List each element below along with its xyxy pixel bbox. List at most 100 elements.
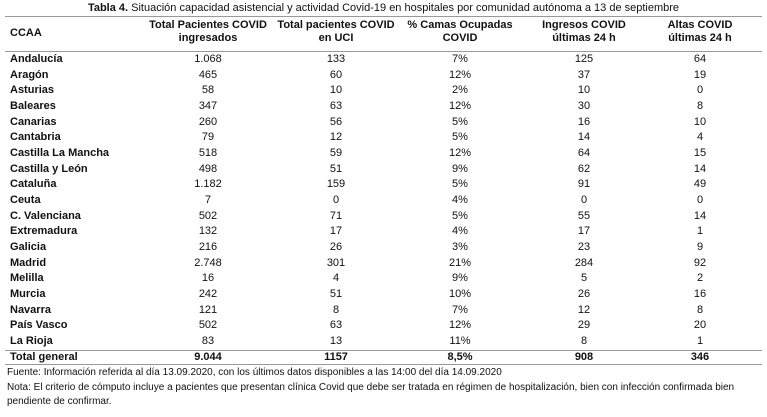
row-label: Cantabria <box>10 131 61 144</box>
cell: 0 <box>696 84 704 97</box>
cell: 133 <box>326 53 346 65</box>
cell: 19 <box>693 68 707 81</box>
cell: 17 <box>329 225 343 238</box>
column-header: Altas COVID <box>667 19 733 31</box>
cell: 1 <box>696 335 704 348</box>
cell: 12% <box>448 147 472 160</box>
cell: 2 <box>696 272 704 285</box>
cell: 2% <box>452 84 468 97</box>
row-label: Ceuta <box>10 194 41 207</box>
cell: 5% <box>452 178 468 191</box>
cell: 14 <box>693 209 707 222</box>
cell: 21% <box>448 256 472 269</box>
cell: 16 <box>693 288 707 301</box>
total-cell: 9.044 <box>194 351 222 363</box>
cell: 9% <box>452 272 468 285</box>
cell: 20 <box>693 319 707 332</box>
cell: 12 <box>577 303 591 316</box>
cell: 64 <box>693 53 707 65</box>
cell: 9% <box>452 162 468 175</box>
cell: 2.748 <box>194 256 222 269</box>
total-cell: 346 <box>690 351 710 363</box>
cell: 5% <box>452 115 468 128</box>
cell: 63 <box>329 319 343 332</box>
cell: 10 <box>329 84 343 97</box>
cell: 284 <box>574 256 594 269</box>
title-text: Situación capacidad asistencial y activi… <box>131 2 680 14</box>
cell: 498 <box>198 162 218 175</box>
cell: 4 <box>696 131 704 144</box>
cell: 10 <box>577 84 591 97</box>
cell: 14 <box>577 131 591 144</box>
total-cell: 908 <box>574 351 594 363</box>
cell: 12% <box>448 68 472 81</box>
cell: 11% <box>449 335 471 348</box>
cell: 26 <box>329 241 343 254</box>
cell: 1.182 <box>194 178 222 191</box>
cell: 49 <box>693 178 707 191</box>
cell: 63 <box>329 100 343 112</box>
row-label: Asturias <box>10 84 55 97</box>
column-header: Total Pacientes COVID <box>149 19 267 31</box>
total-label: Total general <box>10 351 78 363</box>
cell: 58 <box>201 84 215 97</box>
row-label: La Rioja <box>10 335 53 348</box>
cell: 51 <box>329 288 343 301</box>
cell: 9 <box>696 241 704 254</box>
cell: 4% <box>452 194 468 207</box>
cell: 125 <box>574 53 594 65</box>
cell: 16 <box>577 115 591 128</box>
row-label: Castilla La Mancha <box>10 147 110 160</box>
row-label: Extremadura <box>10 225 78 238</box>
cell: 55 <box>577 209 591 222</box>
cell: 5 <box>580 272 588 285</box>
column-header: Ingresos COVID <box>542 19 626 31</box>
cell: 5% <box>452 209 468 222</box>
row-label: Canarias <box>10 115 57 128</box>
row-label: Aragón <box>10 68 49 81</box>
cell: 242 <box>198 288 218 301</box>
cell: 5% <box>452 131 468 144</box>
rule <box>5 350 762 351</box>
cell: 15 <box>693 147 707 160</box>
cell: 3% <box>452 241 468 254</box>
column-header: CCAA <box>10 27 42 39</box>
cell: 92 <box>693 256 707 269</box>
cell: 121 <box>198 303 218 316</box>
row-label: Murcia <box>10 288 46 301</box>
cell: 465 <box>198 68 218 81</box>
cell: 17 <box>577 225 591 238</box>
cell: 4% <box>452 225 468 238</box>
cell: 7 <box>204 194 212 207</box>
cell: 0 <box>696 194 704 207</box>
cell: 56 <box>329 115 343 128</box>
cell: 12% <box>448 319 472 332</box>
cell: 16 <box>201 272 215 285</box>
cell: 30 <box>577 100 591 112</box>
cell: 29 <box>577 319 591 332</box>
cell: 37 <box>577 68 591 81</box>
cell: 502 <box>198 209 218 222</box>
cell: 502 <box>198 319 218 332</box>
row-label: C. Valenciana <box>10 209 81 222</box>
cell: 12% <box>448 100 472 112</box>
table-title: Tabla 4. Situación capacidad asistencial… <box>0 2 767 14</box>
cell: 0 <box>332 194 340 207</box>
cell: 59 <box>329 147 343 160</box>
row-label: Baleares <box>10 100 56 112</box>
row-label: Andalucía <box>10 53 63 65</box>
cell: 51 <box>329 162 343 175</box>
column-header: últimas 24 h <box>668 32 732 44</box>
column-header: % Camas Ocupadas <box>407 19 513 31</box>
column-header: Total pacientes COVID <box>277 19 395 31</box>
cell: 8 <box>332 303 340 316</box>
cell: 71 <box>329 209 343 222</box>
row-label: Castilla y León <box>10 162 88 175</box>
cell: 7% <box>452 303 468 316</box>
cell: 1.068 <box>194 53 222 65</box>
cell: 79 <box>201 131 215 144</box>
cell: 14 <box>693 162 707 175</box>
cell: 4 <box>332 272 340 285</box>
cell: 1 <box>696 225 704 238</box>
